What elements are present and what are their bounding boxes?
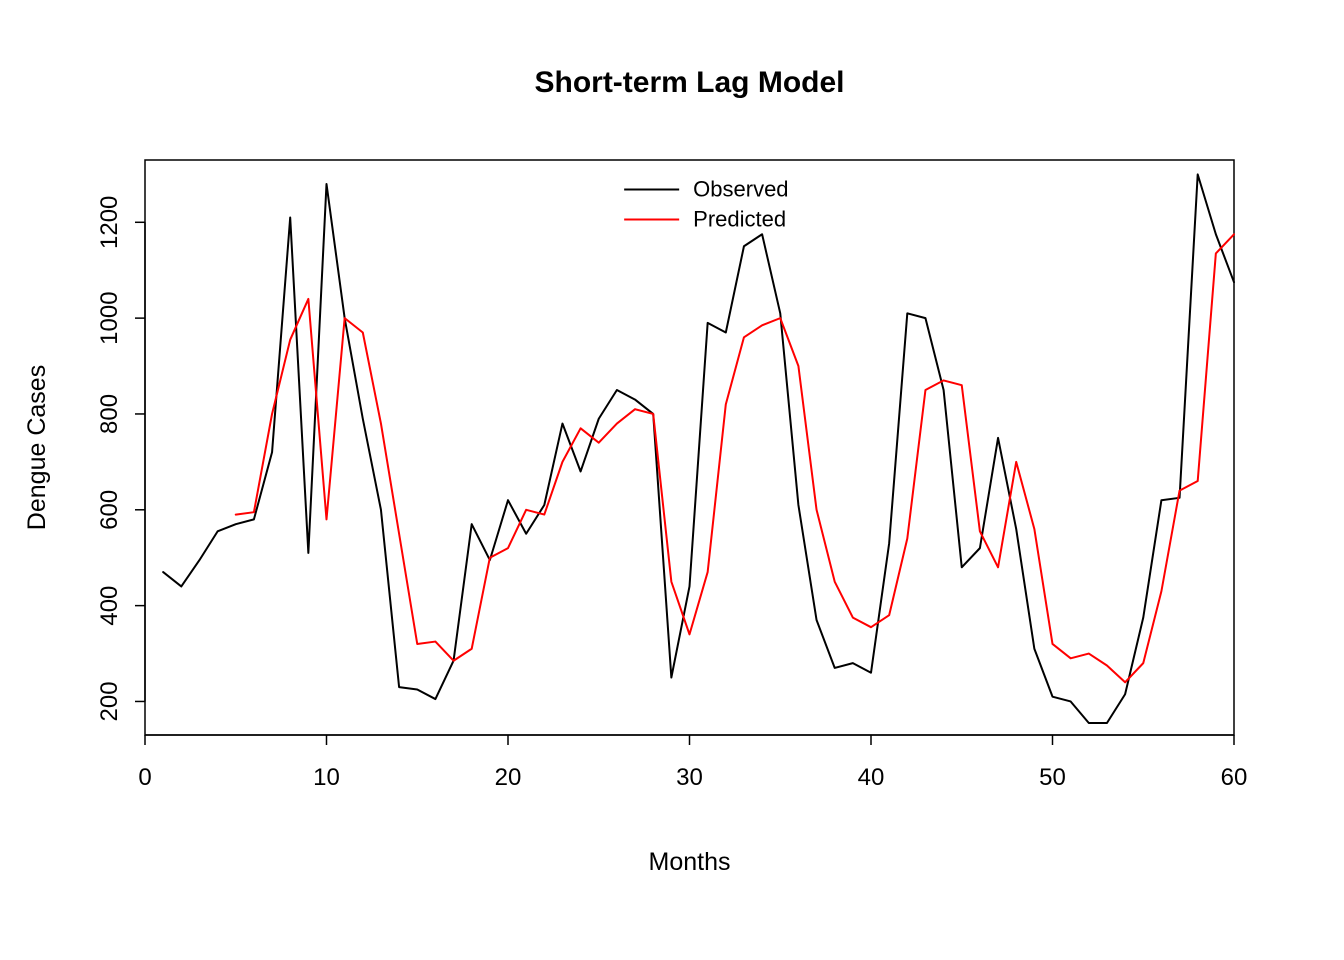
x-tick-label: 60 [1221,764,1248,791]
chart-container: Short-term Lag Model 0 10 20 30 40 50 60 200 400 6… [0,0,1344,960]
y-tick-label: 1200 [96,196,123,249]
y-tick-label: 800 [96,394,123,434]
x-tick-label: 10 [313,764,340,791]
x-tick-label: 50 [1039,764,1066,791]
x-tick-label: 30 [676,764,703,791]
y-axis-label: Dengue Cases [23,365,51,530]
x-tick-label: 40 [858,764,885,791]
legend-label: Observed [693,177,788,202]
y-tick-label: 200 [96,681,123,721]
x-tick-label: 0 [138,764,151,791]
y-tick-label: 400 [96,586,123,626]
x-tick-label: 20 [495,764,522,791]
x-axis-label: Months [649,848,731,876]
line-chart: Short-term Lag Model 0 10 20 30 40 50 60 200 400 6… [0,0,1344,960]
chart-background [0,0,1344,960]
y-tick-label: 1000 [96,291,123,344]
y-tick-label: 600 [96,490,123,530]
legend-label: Predicted [693,207,786,232]
chart-title: Short-term Lag Model [534,66,844,99]
